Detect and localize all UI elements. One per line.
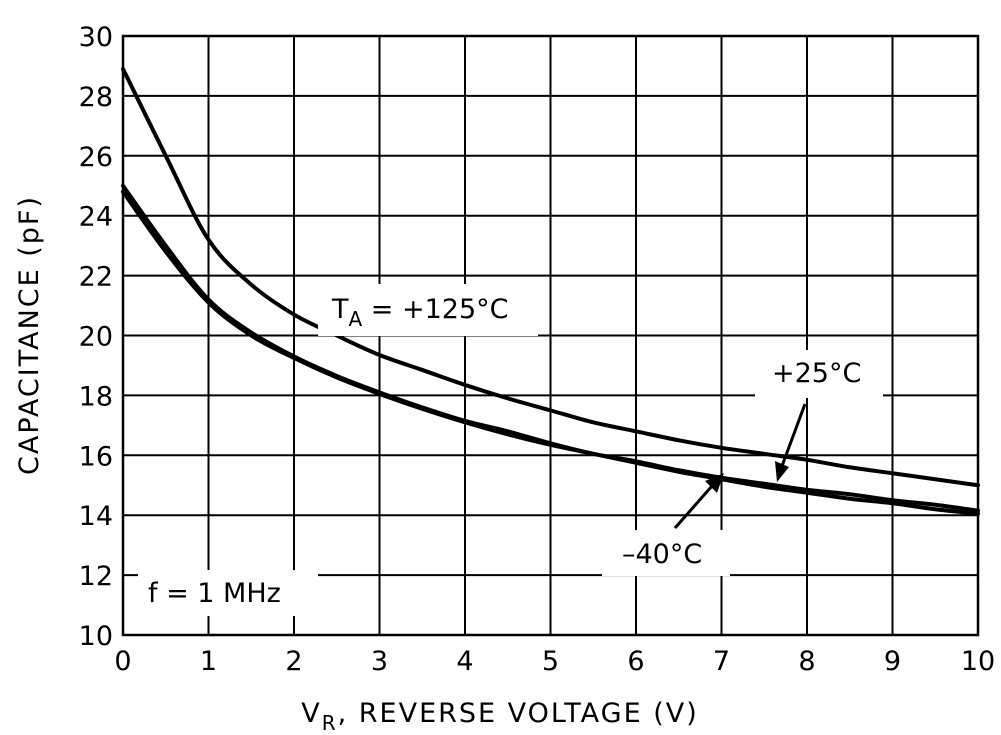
plot-frame [121, 34, 980, 637]
y-tick-label-0: 10 [79, 621, 113, 652]
series-line-2 [121, 189, 980, 516]
series-line-0 [121, 66, 980, 488]
x-tick-label-10: 10 [961, 646, 995, 677]
y-axis-title: CAPACITANCE (pF) [14, 195, 45, 475]
y-tick-label-3: 16 [79, 441, 113, 472]
x-tick-label-1: 1 [200, 646, 217, 677]
label-background-ta [318, 284, 538, 336]
y-tick-label-6: 22 [79, 262, 113, 293]
arrow-plus25 [775, 403, 807, 482]
y-tick-label-7: 24 [79, 202, 113, 233]
x-tick-label-9: 9 [884, 646, 901, 677]
x-tick-label-2: 2 [285, 646, 302, 677]
x-axis-title: VR, REVERSE VOLTAGE (V) [301, 698, 699, 735]
y-tick-label-10: 30 [79, 22, 113, 53]
y-tick-label-8: 26 [79, 142, 113, 173]
annotation-ta-125: TA = +125°C [331, 294, 509, 331]
x-tick-label-5: 5 [542, 646, 559, 677]
label-background-freq [138, 570, 318, 616]
arrow-minus40 [673, 473, 724, 529]
annotation-frequency: f = 1 MHz [148, 578, 281, 609]
x-tick-label-6: 6 [627, 646, 644, 677]
x-tick-label-7: 7 [713, 646, 730, 677]
y-tick-label-4: 18 [79, 381, 113, 412]
x-tick-label-8: 8 [798, 646, 815, 677]
annotation-backgrounds [138, 284, 883, 616]
data-curves [121, 66, 980, 516]
label-background-minus40 [602, 530, 730, 576]
annotation-plus25: +25°C [772, 358, 861, 389]
y-tick-label-1: 12 [79, 561, 113, 592]
x-tick-label-4: 4 [456, 646, 473, 677]
label-background-plus25 [755, 350, 883, 398]
annotation-minus40: –40°C [622, 539, 702, 570]
y-tick-label-9: 28 [79, 82, 113, 113]
x-tick-label-0: 0 [114, 646, 131, 677]
y-tick-label-2: 14 [79, 501, 113, 532]
y-tick-label-5: 20 [79, 322, 113, 353]
x-tick-label-3: 3 [371, 646, 388, 677]
